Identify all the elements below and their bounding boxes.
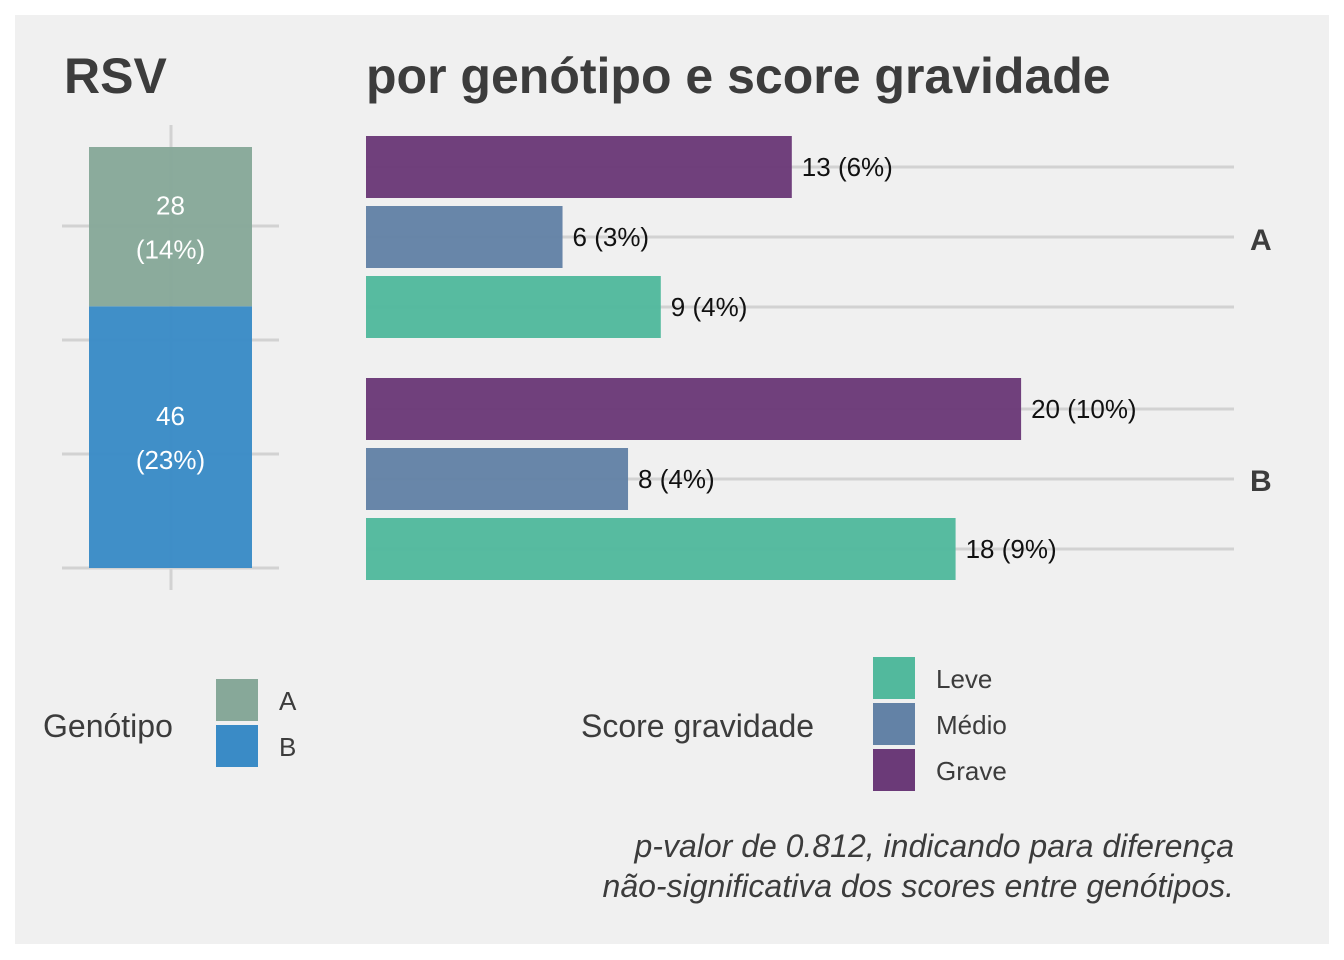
bar-a-leve bbox=[366, 276, 661, 338]
bar-a-grave bbox=[366, 136, 792, 198]
bar-a-medio bbox=[366, 206, 563, 268]
score-legend-title: Score gravidade bbox=[581, 708, 814, 744]
legend-label-a: A bbox=[279, 686, 297, 716]
legend-swatch-b bbox=[216, 725, 258, 767]
legend-swatch-leve bbox=[873, 657, 915, 699]
bar-label-b-medio: 8 (4%) bbox=[638, 464, 715, 494]
bar-b-leve bbox=[366, 518, 956, 580]
legend-label-grave: Grave bbox=[936, 756, 1007, 786]
legend-swatch-medio bbox=[873, 703, 915, 745]
bar-b-medio bbox=[366, 448, 629, 510]
stacked-bars: 46 (23%) 28 (14%) bbox=[89, 147, 252, 568]
bar-chart-title: por genótipo e score gravidade bbox=[366, 48, 1111, 104]
chart-panel: RSV por genótipo e score gravidade 46 (23… bbox=[15, 15, 1329, 944]
legend-swatch-a bbox=[216, 679, 258, 721]
legend-swatch-grave bbox=[873, 749, 915, 791]
bar-label-b-grave: 20 (10%) bbox=[1031, 394, 1137, 424]
chart-svg: RSV por genótipo e score gravidade 46 (23… bbox=[43, 48, 1272, 904]
bar-label-a-grave: 13 (6%) bbox=[802, 152, 893, 182]
legend-label-b: B bbox=[279, 732, 296, 762]
score-legend: Score gravidade Leve Médio Grave bbox=[581, 657, 1007, 791]
stacked-label-pct-b: (23%) bbox=[136, 445, 205, 475]
legend-label-leve: Leve bbox=[936, 664, 992, 694]
bar-chart-bars: 13 (6%) 6 (3%) 9 (4%) 20 (10%) 8 (4%) 18 (9%) bbox=[366, 136, 1137, 580]
stacked-bar-a bbox=[89, 147, 252, 307]
stacked-bar-b bbox=[89, 306, 252, 568]
caption-line-1: p-valor de 0.812, indicando para diferen… bbox=[633, 828, 1234, 864]
bar-label-a-medio: 6 (3%) bbox=[573, 222, 650, 252]
bar-label-a-leve: 9 (4%) bbox=[671, 292, 748, 322]
caption-line-2: não-significativa dos scores entre genót… bbox=[603, 868, 1234, 904]
genotipo-legend: Genótipo A B bbox=[43, 679, 297, 767]
genotipo-legend-title: Genótipo bbox=[43, 708, 173, 744]
facet-label-a: A bbox=[1250, 224, 1272, 257]
bar-b-grave bbox=[366, 378, 1022, 440]
stacked-label-pct-a: (14%) bbox=[136, 235, 205, 265]
facet-label-b: B bbox=[1250, 465, 1272, 498]
stacked-label-count-a: 28 bbox=[156, 191, 185, 221]
bar-label-b-leve: 18 (9%) bbox=[966, 534, 1057, 564]
stacked-label-count-b: 46 bbox=[156, 401, 185, 431]
legend-label-medio: Médio bbox=[936, 710, 1007, 740]
stacked-chart-title: RSV bbox=[64, 48, 167, 104]
